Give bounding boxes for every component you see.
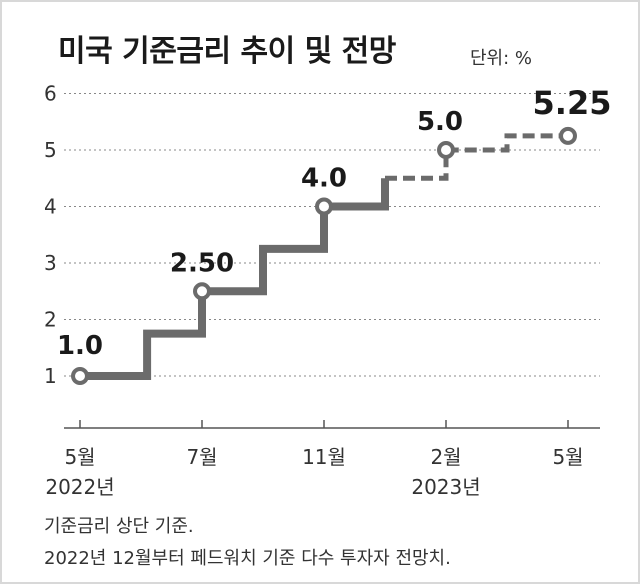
- x-year-label: 2023년: [411, 475, 480, 499]
- unit-label: 단위: %: [470, 48, 533, 69]
- rate-series-dashed-2: [385, 133, 568, 181]
- x-year-label: 2022년: [45, 475, 114, 499]
- data-label: 2.50: [170, 248, 234, 278]
- rate-series-solid-0: [80, 202, 385, 380]
- x-tick-label: 5월: [64, 445, 95, 469]
- y-tick-label: 1: [44, 364, 57, 388]
- data-label: 4.0: [301, 164, 347, 194]
- data-label: 1.0: [57, 331, 103, 361]
- data-point-marker: [559, 126, 577, 145]
- x-tick-label: 7월: [186, 445, 217, 469]
- data-point-marker: [193, 282, 211, 301]
- data-label: 5.25: [533, 84, 612, 122]
- y-tick-label: 3: [44, 251, 57, 275]
- rate-series-solid-1: [324, 178, 389, 211]
- footnote-2: 2022년 12월부터 페드워치 기준 다수 투자자 전망치.: [44, 548, 451, 569]
- footnote-1: 기준금리 상단 기준.: [44, 516, 194, 537]
- y-tick-label: 6: [44, 82, 57, 106]
- data-label: 5.0: [417, 107, 463, 137]
- x-tick-label: 2월: [430, 445, 461, 469]
- x-tick-label: 11월: [302, 445, 346, 469]
- data-point-marker: [315, 197, 333, 216]
- chart-title: 미국 기준금리 추이 및 전망: [58, 34, 396, 69]
- y-tick-label: 2: [44, 308, 57, 332]
- data-point-marker: [71, 367, 89, 385]
- x-tick-label: 5월: [552, 445, 583, 469]
- y-tick-label: 4: [44, 195, 57, 219]
- data-point-marker: [437, 141, 455, 159]
- y-tick-label: 5: [44, 138, 57, 162]
